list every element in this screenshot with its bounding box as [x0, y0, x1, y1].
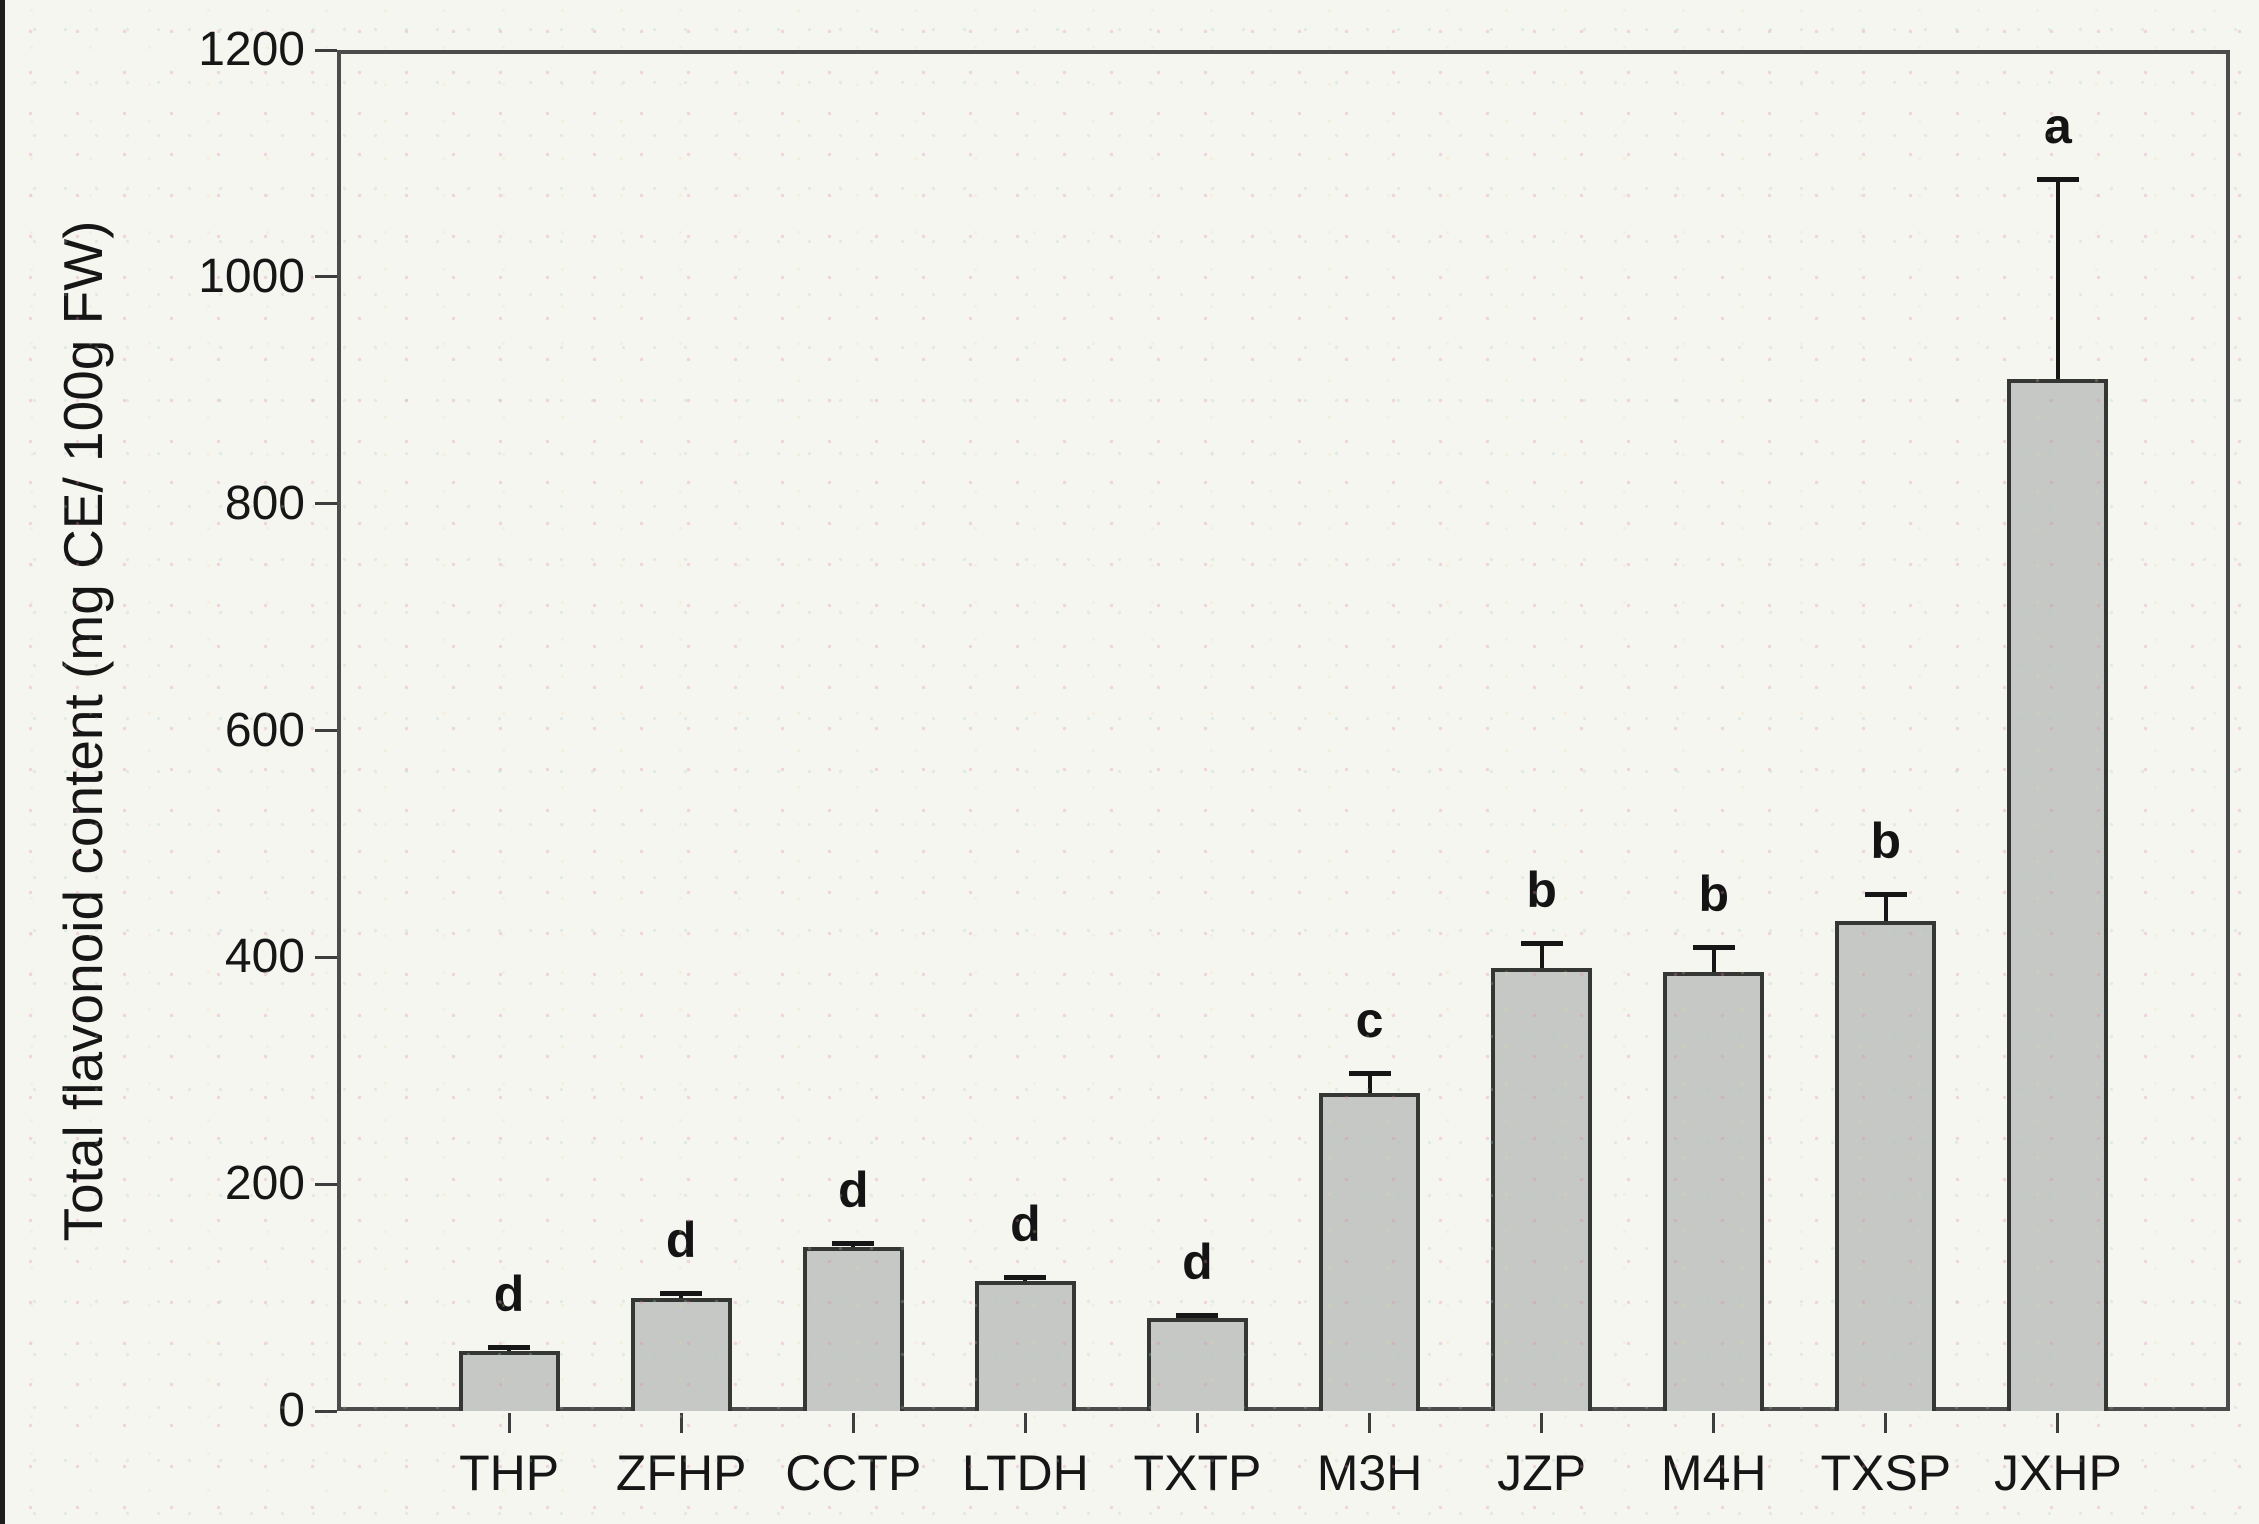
y-tick	[315, 1182, 337, 1186]
error-bar-whisker	[2055, 179, 2060, 379]
sig-letter-ltdh: d	[1010, 1196, 1041, 1253]
y-tick-label: 600	[224, 703, 305, 757]
sig-letter-thp: d	[493, 1266, 525, 1323]
error-bar-cap	[1864, 891, 1907, 897]
y-tick-label: 0	[278, 1384, 305, 1437]
error-bar-cap	[1692, 945, 1735, 951]
y-tick-label: 1000	[198, 249, 305, 303]
error-bar-cap	[660, 1291, 703, 1297]
bar-m4h	[1663, 972, 1765, 1411]
y-tick-label: 1200	[198, 23, 305, 76]
bar-m3h	[1319, 1093, 1421, 1411]
y-tick	[315, 48, 337, 52]
y-tick	[315, 955, 337, 959]
sig-letter-cctp: d	[837, 1162, 869, 1219]
sig-letter-jzp: b	[1526, 861, 1557, 918]
x-tick-label-thp: THP	[459, 1445, 560, 1501]
bar-cctp	[802, 1246, 904, 1411]
x-tick	[1195, 1413, 1199, 1433]
error-bar-cap	[1004, 1275, 1047, 1281]
plot-frame	[337, 50, 2230, 1411]
y-tick-label: 400	[224, 930, 305, 984]
scan-edge-artifact	[0, 0, 5, 1524]
sig-letter-m4h: b	[1698, 866, 1729, 923]
y-tick	[315, 502, 337, 506]
x-tick-label-jzp: JZP	[1497, 1445, 1587, 1501]
y-tick	[315, 1409, 337, 1413]
x-tick	[1540, 1413, 1544, 1433]
error-bar-whisker	[1883, 893, 1888, 922]
x-tick-label-ltdh: LTDH	[961, 1445, 1089, 1501]
error-bar-whisker	[1367, 1073, 1372, 1094]
x-tick	[1884, 1413, 1888, 1433]
sig-letter-txsp: b	[1870, 812, 1902, 869]
bar-txtp	[1146, 1317, 1248, 1411]
sig-letter-zfhp: d	[665, 1212, 697, 1269]
x-tick	[2056, 1413, 2060, 1433]
x-tick-label-txsp: TXSP	[1820, 1445, 1952, 1501]
error-bar-cap	[1348, 1071, 1391, 1077]
x-tick	[507, 1413, 511, 1433]
error-bar-whisker	[1539, 942, 1544, 968]
y-tick	[315, 275, 337, 279]
sig-letter-m3h: c	[1355, 992, 1384, 1049]
bar-thp	[458, 1350, 560, 1411]
sig-letter-txtp: d	[1182, 1233, 1213, 1290]
error-bar-cap	[832, 1241, 875, 1247]
x-tick	[851, 1413, 855, 1433]
error-bar-cap	[1520, 940, 1563, 946]
x-tick-label-cctp: CCTP	[785, 1445, 922, 1501]
sig-letter-jxhp: a	[2044, 98, 2072, 155]
x-tick	[679, 1413, 683, 1433]
bar-ltdh	[974, 1280, 1076, 1411]
error-bar-cap	[2036, 177, 2079, 183]
bar-zfhp	[630, 1297, 732, 1411]
x-tick	[1368, 1413, 1372, 1433]
x-tick-label-zfhp: ZFHP	[615, 1445, 747, 1501]
error-bar-cap	[1176, 1312, 1219, 1318]
x-tick	[1712, 1413, 1716, 1433]
x-tick-label-txtp: TXTP	[1133, 1445, 1262, 1501]
x-tick-label-m3h: M3H	[1316, 1445, 1423, 1501]
x-tick-label-jxhp: JXHP	[1994, 1445, 2122, 1501]
error-bar-cap	[488, 1345, 531, 1351]
x-tick	[1023, 1413, 1027, 1433]
y-tick	[315, 729, 337, 732]
bar-txsp	[1835, 921, 1937, 1411]
error-bar-whisker	[1711, 947, 1716, 973]
bar-jzp	[1491, 967, 1593, 1411]
x-tick-label-m4h: M4H	[1660, 1445, 1767, 1501]
y-tick-label: 800	[224, 476, 305, 530]
bar-jxhp	[2007, 378, 2109, 1411]
y-tick-label: 200	[224, 1157, 305, 1211]
